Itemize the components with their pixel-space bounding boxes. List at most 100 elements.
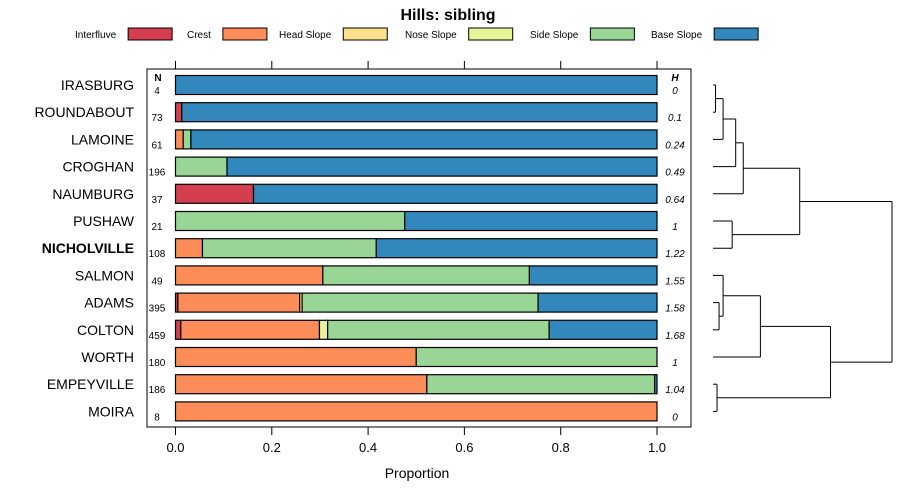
h-value: 0.49 xyxy=(665,168,685,179)
legend: Interfluve Crest Head Slope Nose Slope Side … xyxy=(75,27,759,41)
dendrogram xyxy=(713,84,893,412)
row-label: ROUNDABOUT xyxy=(34,104,134,120)
row-label: IRASBURG xyxy=(61,77,134,93)
dendrogram-link-7 xyxy=(713,302,720,331)
dendrogram-link-10 xyxy=(713,383,718,412)
n-value: 196 xyxy=(149,168,166,179)
bar-segment-base-slope xyxy=(375,238,658,259)
row-label: EMPEYVILLE xyxy=(47,376,134,392)
n-value: 4 xyxy=(154,86,160,97)
n-value: 73 xyxy=(151,113,163,124)
row-pushaw: PUSHAW 21 1 xyxy=(73,210,678,233)
bar-segment-interfluve xyxy=(174,183,255,204)
bar-segment-side-slope xyxy=(415,346,658,368)
bar-segment-crest xyxy=(174,346,417,368)
x-tick-label-2: 0.4 xyxy=(359,440,377,455)
bar-segment-base-slope xyxy=(252,183,658,204)
bar-segment-crest xyxy=(174,265,324,286)
bar-segment-interfluve xyxy=(174,319,182,340)
bar-segment-crest xyxy=(174,238,204,259)
n-column-header: N xyxy=(154,73,161,84)
row-adams: ADAMS 395 1.58 xyxy=(84,292,685,315)
row-empeyville: EMPEYVILLE 186 1.04 xyxy=(47,374,685,396)
row-label: PUSHAW xyxy=(73,213,135,229)
bar-segment-crest xyxy=(177,292,301,313)
bar-segment-side-slope xyxy=(174,210,406,232)
row-moira: MOIRA 8 0 xyxy=(88,401,678,423)
dendrogram-link-3 xyxy=(713,118,737,168)
bar-segment-side-slope xyxy=(201,238,377,259)
bar-segment-base-slope xyxy=(528,265,658,286)
legend-label-base-slope: Base Slope xyxy=(651,30,703,41)
row-colton: COLTON 459 1.68 xyxy=(77,319,685,342)
h-value: 1.22 xyxy=(665,249,685,260)
grid-ticks xyxy=(175,61,658,69)
n-value: 395 xyxy=(149,304,166,315)
dendrogram-link-12 xyxy=(799,200,893,363)
row-worth: WORTH 180 1 xyxy=(81,346,678,369)
dendrogram-link-2 xyxy=(713,98,724,140)
legend-label-side-slope: Side Slope xyxy=(530,30,579,41)
legend-swatch-crest xyxy=(222,27,268,41)
bar-segment-base-slope xyxy=(653,374,658,395)
dendrogram-link-11 xyxy=(717,325,831,399)
x-tick-label-4: 0.8 xyxy=(552,440,570,455)
h-value: 0.24 xyxy=(665,140,685,151)
dendrogram-link-1 xyxy=(713,84,717,113)
h-value: 1.58 xyxy=(665,304,685,315)
h-value: 0.64 xyxy=(665,195,685,206)
row-nicholville: NICHOLVILLE 108 1.22 xyxy=(42,238,685,260)
legend-swatch-interfluve xyxy=(127,27,173,41)
h-value: 1 xyxy=(672,222,678,233)
row-label: LAMOINE xyxy=(71,131,134,147)
bar-segment-interfluve xyxy=(174,102,183,123)
legend-swatch-side-slope xyxy=(589,27,635,41)
dendrogram-link-6 xyxy=(732,167,801,236)
row-naumburg: NAUMBURG 37 0.64 xyxy=(52,183,685,206)
row-label: COLTON xyxy=(77,322,134,338)
legend-label-nose-slope: Nose Slope xyxy=(405,30,457,41)
bar-segment-base-slope xyxy=(181,102,658,123)
n-value: 180 xyxy=(149,358,166,369)
bar-segment-base-slope xyxy=(404,210,658,232)
n-value: 21 xyxy=(151,222,163,233)
legend-swatch-base-slope xyxy=(713,27,759,41)
legend-label-head-slope: Head Slope xyxy=(279,30,332,41)
n-value: 37 xyxy=(151,195,163,206)
bar-segment-base-slope xyxy=(226,156,658,177)
h-value: 1 xyxy=(672,358,678,369)
x-tick-label-3: 0.6 xyxy=(455,440,473,455)
row-irasburg: IRASBURG 4 0 xyxy=(61,74,678,97)
bar-rows: IRASBURG 4 0 ROUNDABOUT 73 0.1 LAMOINE 61 0.24 CR… xyxy=(34,74,685,423)
x-tick-label-1: 0.2 xyxy=(263,440,281,455)
bar-segment-crest xyxy=(180,319,321,340)
n-value: 61 xyxy=(151,140,163,151)
legend-swatch-nose-slope xyxy=(468,27,514,41)
bar-segment-side-slope xyxy=(426,374,656,395)
x-axis-title: Proportion xyxy=(385,465,450,481)
bar-segment-side-slope xyxy=(327,319,550,340)
dendrogram-link-8 xyxy=(713,274,724,317)
plot-frame xyxy=(146,68,692,428)
legend-label-crest: Crest xyxy=(187,30,211,41)
x-tick-label-5: 1.0 xyxy=(648,440,666,455)
bar-segment-base-slope xyxy=(190,129,658,150)
row-croghan: CROGHAN 196 0.49 xyxy=(62,156,685,179)
bar-segment-crest xyxy=(174,129,184,150)
h-value: 0 xyxy=(672,412,678,423)
bar-segment-side-slope xyxy=(301,292,539,313)
x-axis: 0.0 0.2 0.4 0.6 0.8 1.0 xyxy=(166,427,666,455)
row-label: SALMON xyxy=(75,267,134,283)
x-tick-label-0: 0.0 xyxy=(166,440,184,455)
h-column-header: H xyxy=(671,73,679,84)
dendrogram-link-9 xyxy=(713,295,761,358)
bar-segment-base-slope xyxy=(537,292,658,313)
row-label: WORTH xyxy=(81,349,134,365)
n-value: 186 xyxy=(149,385,166,396)
h-value: 1.04 xyxy=(665,385,685,396)
row-label: NAUMBURG xyxy=(52,186,134,202)
bar-segment-base-slope xyxy=(548,319,658,340)
dendrogram-link-4 xyxy=(713,142,744,195)
bar-segment-side-slope xyxy=(322,265,531,286)
